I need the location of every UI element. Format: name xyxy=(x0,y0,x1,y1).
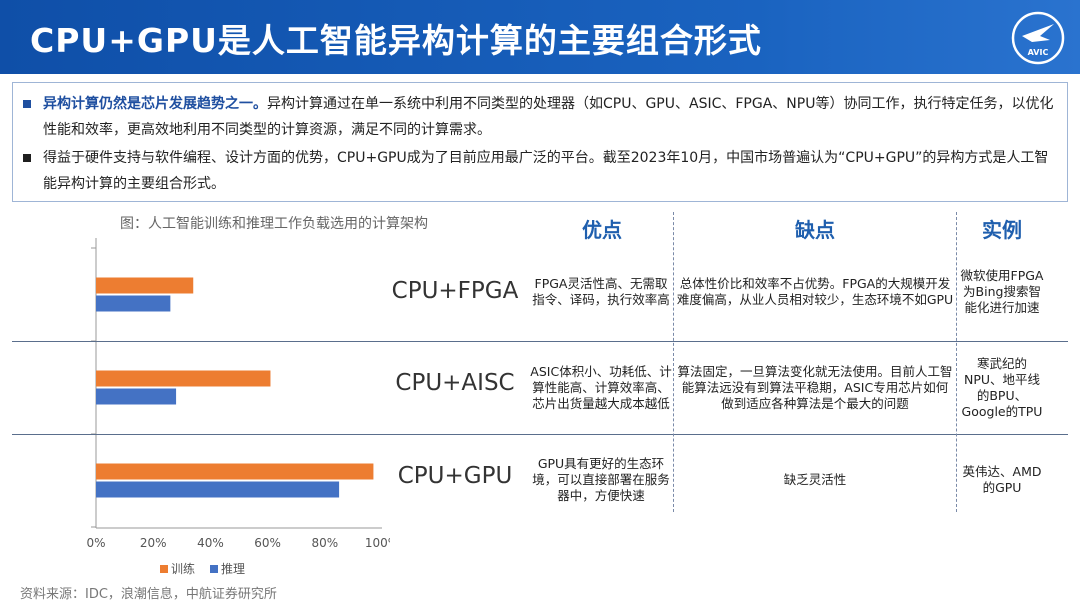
cell-examples-asic: 寒武纪的NPU、地平线的BPU、Google的TPU xyxy=(961,356,1043,419)
title-banner: CPU+GPU是人工智能异构计算的主要组合形式 AVIC xyxy=(0,0,1080,74)
column-divider xyxy=(956,212,957,512)
row-label-gpu: CPU+GPU xyxy=(397,463,513,489)
summary-box: 异构计算仍然是芯片发展趋势之一。异构计算通过在单一系统中利用不同类型的处理器（如… xyxy=(12,82,1068,202)
bar-train-2 xyxy=(96,370,271,387)
x-tick-label: 40% xyxy=(197,536,224,550)
cell-cons-gpu: 缺乏灵活性 xyxy=(783,472,847,487)
chart-caption: 图：人工智能训练和推理工作负载选用的计算架构 xyxy=(120,216,428,232)
legend-label-train: 训练 xyxy=(171,561,195,576)
row-divider xyxy=(12,341,1068,342)
bullet-2: 得益于硬件支持与软件编程、设计方面的优势，CPU+GPU成为了目前应用最广泛的平… xyxy=(23,145,1055,197)
row-label-asic: CPU+AISC xyxy=(395,370,515,396)
row-label-fpga: CPU+FPGA xyxy=(391,278,519,304)
avic-logo: AVIC xyxy=(1011,11,1065,65)
cell-cons-fpga: 总体性价比和效率不占优势。FPGA的大规模开发难度偏高，从业人员相对较少，生态环… xyxy=(676,276,954,307)
header-cons: 缺点 xyxy=(795,218,835,242)
x-tick-label: 100% xyxy=(365,536,390,550)
x-tick-label: 0% xyxy=(86,536,105,550)
bullet-1: 异构计算仍然是芯片发展趋势之一。异构计算通过在单一系统中利用不同类型的处理器（如… xyxy=(23,91,1055,143)
logo-text: AVIC xyxy=(1028,48,1049,57)
cell-pros-gpu: GPU具有更好的生态环境，可以直接部署在服务器中，方便快速 xyxy=(532,456,670,503)
page-title: CPU+GPU是人工智能异构计算的主要组合形式 xyxy=(30,21,762,60)
cell-pros-asic: ASIC体积小、功耗低、计算性能高、计算效率高、芯片出货量越大成本越低 xyxy=(530,364,672,411)
bar-infer-1 xyxy=(96,295,171,312)
legend-swatch-infer xyxy=(210,565,218,573)
header-examples: 实例 xyxy=(982,218,1022,242)
bullet-1-highlight: 异构计算仍然是芯片发展趋势之一。 xyxy=(43,96,267,112)
bar-train-1 xyxy=(96,277,194,294)
x-tick-label: 60% xyxy=(254,536,281,550)
bar-infer-2 xyxy=(96,388,177,405)
legend-swatch-train xyxy=(160,565,168,573)
legend-label-infer: 推理 xyxy=(221,562,245,576)
row-divider xyxy=(12,434,1068,435)
bullet-2-text: 得益于硬件支持与软件编程、设计方面的优势，CPU+GPU成为了目前应用最广泛的平… xyxy=(43,150,1049,192)
cell-pros-fpga: FPGA灵活性高、无需取指令、译码，执行效率高 xyxy=(532,276,670,307)
bullet-square-icon xyxy=(23,154,31,162)
cell-cons-asic: 算法固定，一旦算法变化就无法使用。目前人工智能算法远没有到算法平稳期，ASIC专… xyxy=(677,364,953,411)
bar-infer-3 xyxy=(96,481,340,498)
bar-train-3 xyxy=(96,463,374,480)
x-tick-label: 20% xyxy=(140,536,167,550)
source-note: 资料来源：IDC，浪潮信息，中航证券研究所 xyxy=(20,587,277,602)
bar-chart: 0% 20% 40% 60% 80% 100% 训练 推理 xyxy=(86,238,390,576)
column-divider xyxy=(673,212,674,512)
bullet-square-icon xyxy=(23,100,31,108)
cell-examples-fpga: 微软使用FPGA为Bing搜索智能化进行加速 xyxy=(960,268,1044,315)
cell-examples-gpu: 英伟达、AMD的GPU xyxy=(962,464,1042,495)
header-pros: 优点 xyxy=(582,218,622,242)
bullet-1-text: 异构计算通过在单一系统中利用不同类型的处理器（如CPU、GPU、ASIC、FPG… xyxy=(43,96,1054,138)
x-tick-label: 80% xyxy=(311,536,338,550)
